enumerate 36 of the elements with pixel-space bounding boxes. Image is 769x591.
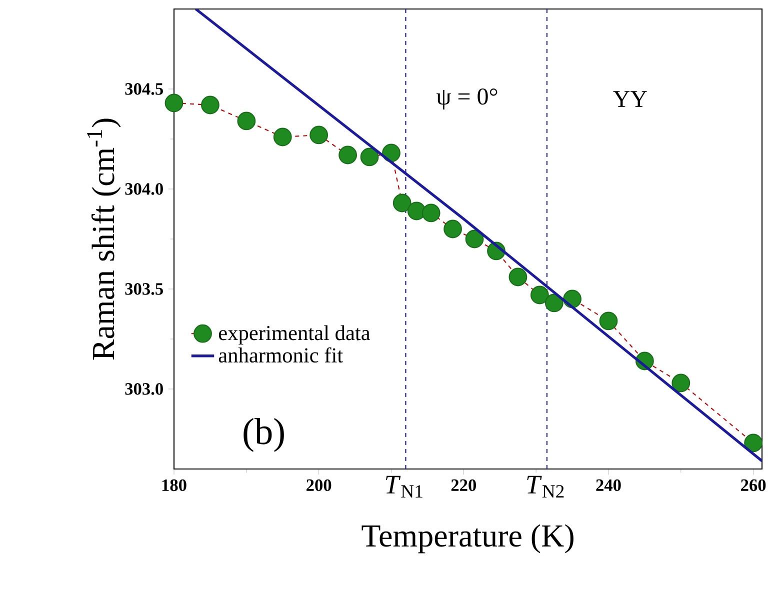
point [338,146,357,164]
y-tick-label: 303.0 [125,383,163,395]
y-tick-label: 304.0 [125,183,163,195]
y-axis-title: Raman shift (cm$^{-1}$) [87,118,121,360]
point [382,144,400,162]
point [273,128,292,146]
point [444,220,462,238]
annotation: YY [613,91,647,107]
point [310,126,328,144]
ref-line-label: T$_{N1}$ [386,476,422,498]
legend-label: experimental data [218,325,370,345]
point [164,94,184,112]
point [237,112,256,130]
point [360,148,379,166]
point [201,96,220,114]
y-tick-label: 303.5 [125,283,163,295]
annotation: (b) [244,418,284,452]
point [744,434,763,452]
point [672,374,690,392]
x-tick-label: 180 [162,479,186,492]
point [599,312,618,330]
y-tick-label: 304.5 [125,83,163,95]
x-tick-label: 240 [596,479,621,492]
x-tick-label: 260 [741,479,766,492]
legend-label: anharmonic fit [218,347,343,363]
point [530,286,549,304]
ref-line-label: T$_{N2}$ [527,476,564,498]
x-tick-label: 200 [306,479,332,492]
x-axis-title: Temperature (K) [362,524,574,554]
annotation: ψ = 0° [436,88,498,110]
point [392,194,412,212]
point [465,230,484,248]
point [508,268,528,286]
x-tick-label: 220 [451,479,476,492]
point [544,294,564,312]
point [422,204,440,222]
